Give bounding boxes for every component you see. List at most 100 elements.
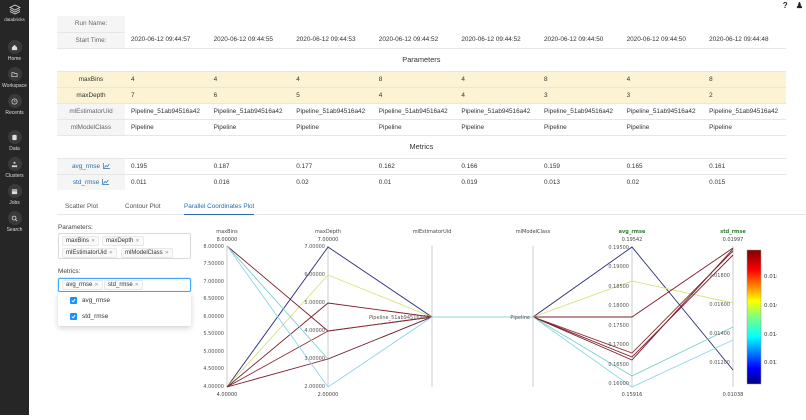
svg-text:0.016: 0.016 xyxy=(764,303,777,309)
svg-text:0.19000: 0.19000 xyxy=(608,264,629,270)
svg-text:maxDepth: maxDepth xyxy=(315,229,341,235)
svg-text:maxBins: maxBins xyxy=(216,229,238,235)
cell: 8 xyxy=(703,71,786,88)
svg-text:Pipeline: Pipeline xyxy=(510,315,530,321)
sidebar-item-label: Workspace xyxy=(2,83,27,89)
calendar-icon xyxy=(11,188,18,194)
svg-text:4.00000: 4.00000 xyxy=(203,384,224,390)
svg-text:0.19500: 0.19500 xyxy=(608,245,629,251)
sidebar-item-data[interactable]: Data xyxy=(0,130,29,152)
tab-scatter-plot[interactable]: Scatter Plot xyxy=(65,203,99,210)
database-icon xyxy=(12,134,17,140)
svg-text:8.00000: 8.00000 xyxy=(217,237,238,243)
svg-text:0.17500: 0.17500 xyxy=(608,323,629,329)
cell: Pipeline_51ab94516a42 xyxy=(207,103,291,120)
cell: 2020-06-12 09:44:53 xyxy=(290,32,373,49)
user-icon[interactable]: ♟ xyxy=(795,1,803,10)
metrics-label: Metrics: xyxy=(58,268,81,275)
metric-link-std-rmse[interactable]: std_rmse xyxy=(57,174,125,190)
cell: Pipeline_51ab94516a42 xyxy=(703,103,786,120)
svg-text:0.17000: 0.17000 xyxy=(608,342,629,348)
svg-text:0.18500: 0.18500 xyxy=(608,284,629,290)
cell: 5 xyxy=(290,87,373,104)
parallel-coordinates-chart: maxBins maxDepth mlEstimatorUid mlModelC… xyxy=(203,229,780,398)
cell: 4 xyxy=(620,71,704,88)
svg-text:7.00000: 7.00000 xyxy=(318,237,339,243)
chip-maxbins: maxBins ✕ xyxy=(62,236,100,246)
cell: 2020-06-12 09:44:52 xyxy=(455,32,538,49)
parallel-coordinates-plot[interactable]: maxBins maxDepth mlEstimatorUid mlModelC… xyxy=(155,222,780,415)
cell: Pipeline_51ab94516a42 xyxy=(125,103,208,120)
tab-contour-plot[interactable]: Contour Plot xyxy=(125,203,161,210)
cell: 0.166 xyxy=(455,158,538,175)
cell: Pipeline xyxy=(372,119,456,136)
param-row-maxbins: maxBins 4 4 4 8 4 8 4 8 xyxy=(57,71,786,88)
svg-text:0.012: 0.012 xyxy=(764,360,777,366)
remove-chip-icon[interactable]: ✕ xyxy=(134,282,139,288)
svg-text:0.018: 0.018 xyxy=(764,274,777,280)
cell: Pipeline xyxy=(207,119,291,136)
checkbox-checked-icon[interactable] xyxy=(70,297,77,304)
svg-text:2.00000: 2.00000 xyxy=(318,392,339,398)
sidebar-item-recents[interactable]: Recents xyxy=(0,94,29,116)
cell: 0.013 xyxy=(543,178,560,186)
sidebar-item-label: Data xyxy=(9,146,20,152)
colorbar xyxy=(746,249,762,385)
sidebar-item-search[interactable]: Search xyxy=(0,211,29,233)
cell: Pipeline xyxy=(455,119,538,136)
cell: 0.161 xyxy=(703,158,786,175)
chip-avg-rmse: avg_rmse ✕ xyxy=(62,280,103,290)
checkbox-checked-icon[interactable] xyxy=(70,313,77,320)
logo-label: databricks xyxy=(4,17,25,22)
plot-tabs: Scatter Plot Contour Plot Parallel Coord… xyxy=(57,199,806,215)
help-icon[interactable]: ? xyxy=(782,1,788,10)
metrics-select[interactable]: avg_rmse ✕ std_rmse ✕ xyxy=(58,278,191,292)
cell: 0.019 xyxy=(461,178,478,186)
cell: Pipeline_51ab94516a42 xyxy=(290,103,373,120)
cell: Pipeline xyxy=(620,119,704,136)
chip-mlmodelclass: mlModelClass ✕ xyxy=(121,248,173,258)
svg-text:4.00000: 4.00000 xyxy=(217,392,238,398)
cell: Pipeline_51ab94516a42 xyxy=(537,103,621,120)
cell: 2 xyxy=(703,87,786,104)
row-header: maxDepth xyxy=(57,87,125,104)
cell: 0.015 xyxy=(709,178,726,186)
param-row-mlmodelclass: mlModelClass Pipeline Pipeline Pipeline … xyxy=(57,119,786,136)
databricks-logo-icon xyxy=(8,4,21,15)
cell: 8 xyxy=(537,71,621,88)
sidebar-item-label: Home xyxy=(7,56,22,62)
sidebar: databricks Home Workspace Recents Data C… xyxy=(0,0,29,415)
remove-chip-icon[interactable]: ✕ xyxy=(135,238,140,244)
cell: 0.177 xyxy=(290,158,373,175)
sidebar-item-home[interactable]: Home xyxy=(0,40,29,62)
remove-chip-icon[interactable]: ✕ xyxy=(164,250,169,256)
option-std-rmse[interactable]: std_rmse xyxy=(70,313,108,320)
line-chart-icon[interactable] xyxy=(102,179,110,185)
remove-chip-icon[interactable]: ✕ xyxy=(94,282,99,288)
row-header: mlModelClass xyxy=(57,119,125,136)
parameters-select[interactable]: maxBins ✕ maxDepth ✕ mlEstimatorUid ✕ mlMod… xyxy=(58,233,191,259)
option-avg-rmse[interactable]: avg_rmse xyxy=(70,297,110,304)
svg-text:0.18000: 0.18000 xyxy=(608,303,629,309)
cell: 4 xyxy=(455,71,538,88)
cell: 2020-06-12 09:44:55 xyxy=(207,32,291,49)
remove-chip-icon[interactable]: ✕ xyxy=(91,238,96,244)
svg-text:std_rmse: std_rmse xyxy=(720,229,746,235)
tab-parallel-coordinates-plot[interactable]: Parallel Coordinates Plot xyxy=(184,203,255,215)
sidebar-item-jobs[interactable]: Jobs xyxy=(0,184,29,206)
sidebar-item-clusters[interactable]: Clusters xyxy=(0,157,29,179)
cell: 2020-06-12 09:44:50 xyxy=(620,32,704,49)
line-chart-icon[interactable] xyxy=(103,162,111,169)
databricks-logo[interactable]: databricks xyxy=(0,4,29,22)
svg-text:7.00000: 7.00000 xyxy=(203,279,224,285)
clock-icon xyxy=(11,98,18,104)
cell: 2020-06-12 09:44:57 xyxy=(125,32,208,49)
sidebar-item-label: Search xyxy=(6,227,23,233)
svg-text:5.50000: 5.50000 xyxy=(203,331,224,337)
param-row-mlestimatoruid: mlEstimatorUid Pipeline_51ab94516a42 Pip… xyxy=(57,103,786,120)
sidebar-item-workspace[interactable]: Workspace xyxy=(0,67,29,89)
remove-chip-icon[interactable]: ✕ xyxy=(108,250,113,256)
metric-link-avg-rmse[interactable]: avg_rmse xyxy=(57,158,125,175)
cell: Pipeline xyxy=(537,119,621,136)
svg-text:4.00000: 4.00000 xyxy=(304,328,325,334)
